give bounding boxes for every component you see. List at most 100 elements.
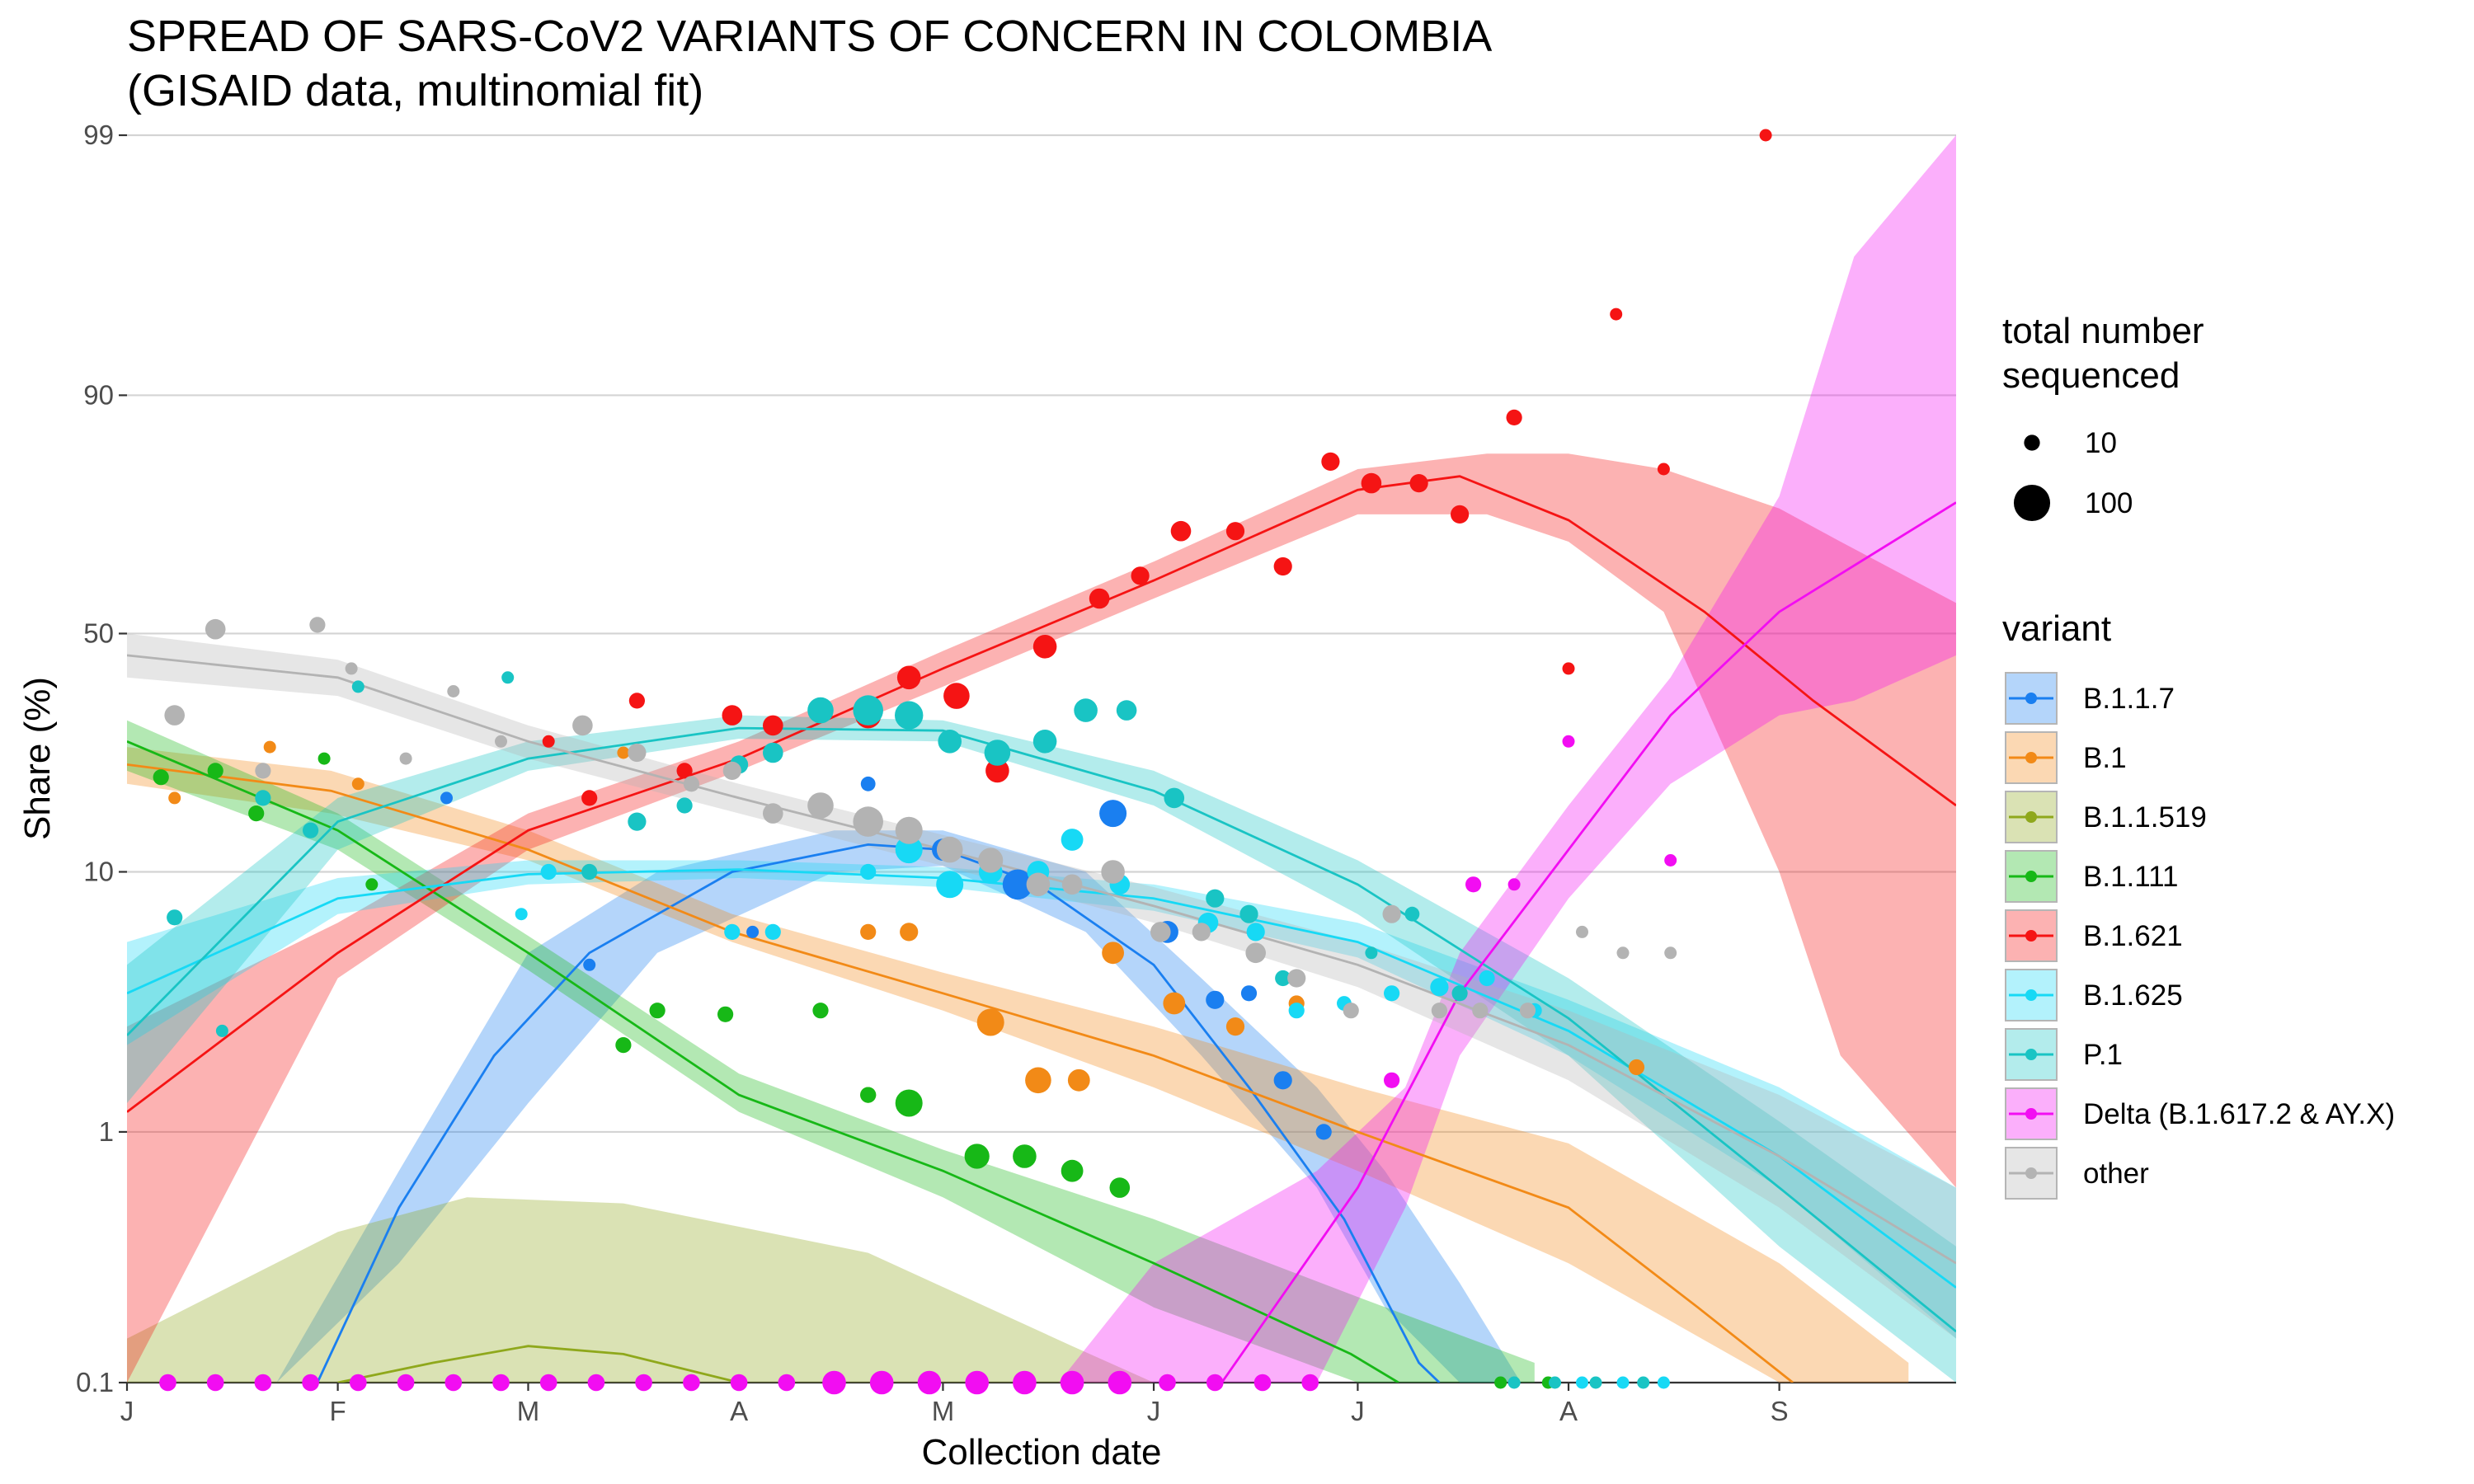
point-delta-b-1-617-2-ay-x (822, 1370, 846, 1395)
point-p-1 (1074, 698, 1098, 722)
point-delta-b-1-617-2-ay-x (683, 1374, 700, 1392)
point-delta-b-1-617-2-ay-x (1159, 1374, 1176, 1392)
point-b-1-1-7 (860, 776, 876, 791)
point-delta-b-1-617-2-ay-x (1060, 1370, 1084, 1395)
point-other (495, 735, 507, 748)
legend-label: Delta (B.1.617.2 & AY.X) (2083, 1098, 2395, 1130)
y-tick-label: 50 (83, 618, 114, 648)
point-other (628, 743, 647, 763)
point-b-1 (617, 746, 630, 759)
point-b-1-111 (248, 805, 265, 822)
x-tick-label: A (1559, 1396, 1578, 1426)
point-delta-b-1-617-2-ay-x (1206, 1374, 1224, 1392)
point-p-1 (215, 1024, 228, 1037)
point-b-1-111 (1013, 1144, 1037, 1168)
point-p-1 (1549, 1376, 1561, 1389)
chart-subtitle: (GISAID data, multinomial fit) (127, 66, 703, 115)
legend-label: B.1 (2083, 742, 2127, 774)
point-b-1-625 (1246, 923, 1265, 942)
point-b-1-111 (1061, 1159, 1084, 1182)
point-b-1 (976, 1008, 1004, 1036)
legend-item-b-1-1-519: B.1.1.519 (2005, 791, 2207, 843)
legend-label: other (2083, 1158, 2149, 1190)
point-b-1-1-7 (1273, 1071, 1292, 1090)
point-b-1-1-7 (1099, 800, 1127, 828)
fit-line-p-1 (127, 726, 1956, 1333)
y-tick-label: 0.1 (76, 1367, 114, 1397)
point-b-1-625 (860, 863, 877, 881)
fit-band-delta-b-1-617-2-ay-x (1058, 135, 1956, 1383)
point-b-1-621 (1170, 520, 1192, 542)
point-b-1 (263, 740, 276, 754)
legend-item-b-1-111: B.1.111 (2005, 850, 2178, 903)
point-p-1 (938, 730, 962, 754)
size-legend-dot (2024, 434, 2040, 451)
point-other (1245, 942, 1266, 964)
point-b-1-111 (964, 1144, 990, 1169)
point-other (572, 715, 593, 736)
point-b-1-621 (1321, 452, 1340, 472)
point-other (763, 803, 783, 824)
fit-line-delta-b-1-617-2-ay-x (1221, 501, 1956, 1383)
legend-dot (2025, 871, 2037, 882)
point-b-1-621 (1225, 522, 1245, 541)
point-delta-b-1-617-2-ay-x (397, 1374, 415, 1392)
point-b-1-1-7 (1206, 990, 1225, 1009)
point-b-1-1-7 (746, 925, 760, 938)
size-legend-dot (2013, 484, 2051, 522)
point-other (1101, 860, 1125, 884)
point-b-1-625 (1384, 985, 1400, 1002)
legend-item-b-1-621: B.1.621 (2005, 909, 2183, 962)
point-b-1 (351, 777, 365, 791)
point-p-1 (1507, 1376, 1521, 1389)
y-tick-label: 10 (83, 856, 114, 886)
size-legend-label: 100 (2085, 487, 2133, 519)
point-b-1-621 (1506, 409, 1522, 425)
variant-legend-title: variant (2002, 608, 2111, 649)
point-b-1-111 (812, 1003, 829, 1019)
point-other (978, 848, 1004, 873)
point-delta-b-1-617-2-ay-x (444, 1374, 463, 1392)
point-other (447, 685, 460, 697)
point-p-1 (1451, 985, 1468, 1002)
point-other (895, 816, 923, 844)
legend-dot (2025, 1108, 2037, 1120)
point-b-1-1-7 (440, 791, 453, 805)
point-p-1 (853, 695, 883, 726)
point-delta-b-1-617-2-ay-x (917, 1370, 942, 1395)
point-b-1-625 (1061, 829, 1084, 851)
point-delta-b-1-617-2-ay-x (778, 1374, 796, 1392)
point-b-1-621 (896, 665, 921, 690)
fit-band-b-1 (127, 747, 1909, 1383)
point-b-1-625 (1430, 978, 1449, 997)
point-p-1 (984, 740, 1011, 766)
point-b-1-621 (943, 683, 970, 709)
point-other (936, 836, 963, 863)
point-p-1 (1275, 970, 1291, 987)
legend-label: B.1.621 (2083, 920, 2183, 952)
legend-label: B.1.111 (2083, 861, 2178, 893)
point-delta-b-1-617-2-ay-x (539, 1374, 557, 1392)
point-b-1 (1067, 1068, 1090, 1092)
point-b-1-111 (615, 1037, 632, 1054)
point-other (345, 662, 358, 675)
point-b-1-621 (1089, 588, 1110, 609)
point-p-1 (807, 697, 834, 724)
point-delta-b-1-617-2-ay-x (1562, 735, 1575, 748)
fit-band-b-1-625 (127, 860, 1956, 1339)
point-b-1-625 (1616, 1376, 1630, 1389)
point-b-1-111 (1494, 1376, 1507, 1389)
point-delta-b-1-617-2-ay-x (1301, 1374, 1319, 1392)
point-delta-b-1-617-2-ay-x (635, 1374, 652, 1392)
point-b-1-625 (1479, 970, 1495, 987)
legend-dot (2025, 811, 2037, 823)
data-points (153, 129, 1772, 1395)
point-b-1-621 (1451, 505, 1470, 524)
fit-band-b-1-1-519 (127, 1197, 1154, 1383)
point-b-1-621 (1562, 662, 1575, 675)
point-delta-b-1-617-2-ay-x (1253, 1374, 1272, 1392)
point-other (1343, 1003, 1359, 1019)
x-axis-title: Collection date (921, 1432, 1161, 1472)
point-delta-b-1-617-2-ay-x (1664, 854, 1677, 866)
point-b-1 (1628, 1059, 1645, 1076)
